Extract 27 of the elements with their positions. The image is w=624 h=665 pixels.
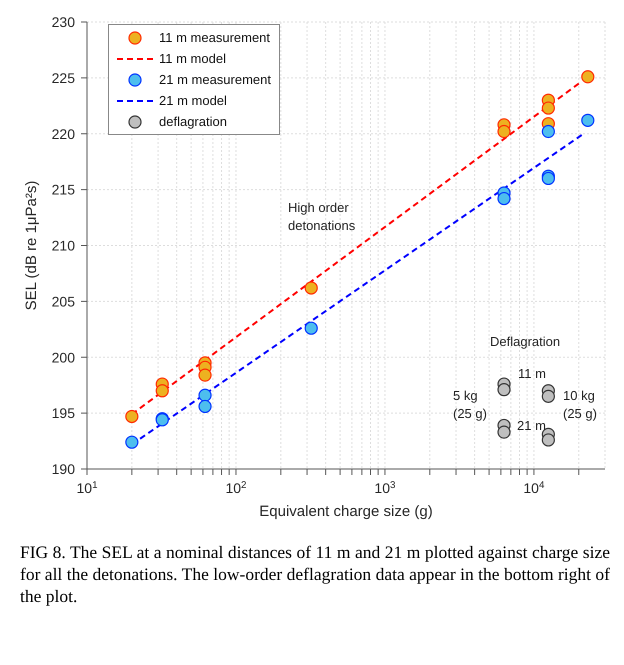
y-tick-label: 220	[52, 126, 76, 142]
x-tick-label: 10$^{3}$	[374, 480, 396, 496]
annotation: 5 kg (25 g)	[453, 388, 487, 421]
x-tick-label: 10$^{4}$	[523, 480, 545, 496]
legend-label: 21 m model	[159, 93, 227, 108]
y-tick-label: 205	[52, 293, 76, 310]
y-tick-label: 210	[52, 238, 76, 254]
y-axis-title: SEL (dB re 1μPa²s)	[23, 180, 40, 310]
annotation: 21 m	[517, 418, 546, 433]
legend-label: 11 m model	[159, 51, 226, 66]
x-tick-label: 10$^{2}$	[225, 480, 246, 496]
y-tick-label: 230	[52, 14, 76, 30]
legend-label: deflagration	[159, 114, 227, 129]
y-tick-label: 215	[52, 182, 76, 198]
annotation: 11 m	[518, 366, 546, 381]
legend-label: 21 m measurement	[159, 72, 271, 87]
annotation: Deflagration	[490, 334, 560, 349]
y-tick-label: 195	[52, 405, 76, 422]
annotation: High order detonations	[288, 200, 356, 233]
x-axis-title: Equivalent charge size (g)	[259, 503, 433, 520]
annotation: 10 kg (25 g)	[563, 388, 597, 421]
legend-label: 11 m measurement	[159, 30, 270, 45]
caption: FIG 8. The SEL at a nominal distances of 11 m and 21 m plotted against charge size for all the detonations. The low-order deflagration data appear in the bottom right of the plot.	[19, 541, 611, 608]
y-tick-label: 225	[52, 70, 76, 86]
y-tick-label: 200	[52, 349, 76, 366]
x-tick-label: 10$^{1}$	[76, 480, 98, 496]
y-tick-label: 190	[52, 461, 76, 477]
